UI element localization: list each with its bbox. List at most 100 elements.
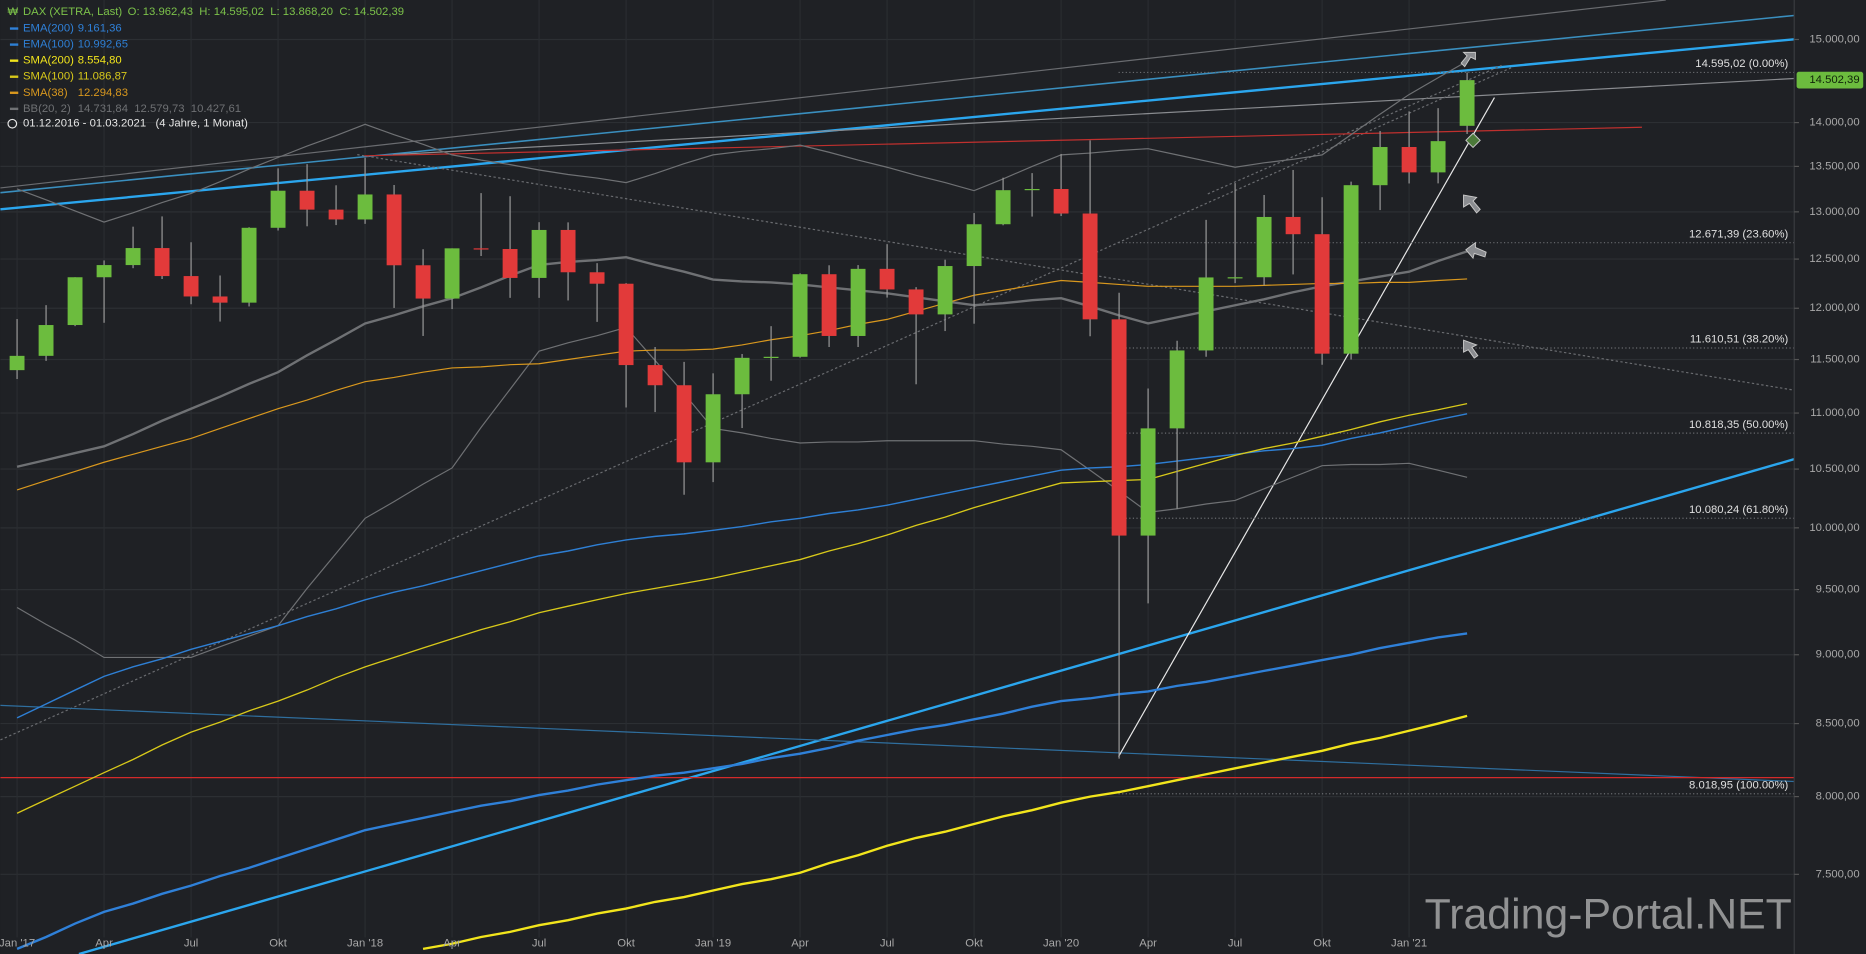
x-tick-label: Apr: [443, 937, 461, 949]
candle-body: [531, 229, 547, 278]
candle-body: [154, 248, 170, 277]
candle-body: [1343, 185, 1359, 354]
candle-body: [357, 194, 373, 220]
indicator-line: [16, 278, 1468, 491]
y-axis-panel: [1794, 0, 1866, 954]
trend-line: [392, 77, 1795, 156]
candle-body: [473, 248, 489, 250]
indicator-line: [16, 326, 1468, 659]
legend-icon: ₩: [8, 6, 19, 18]
legend-value: 9.161,36: [78, 23, 122, 35]
trend-line: [1207, 64, 1502, 195]
candle-body: [1372, 147, 1388, 186]
trend-lines: [0, 0, 1795, 954]
y-tick-label: 8.000,00: [1816, 791, 1860, 803]
candle-body: [560, 229, 576, 273]
indicator-line: [422, 714, 1468, 951]
candle-body: [270, 190, 286, 228]
candle-body: [850, 268, 866, 336]
candle-body: [1314, 234, 1330, 354]
candle-body: [908, 289, 924, 315]
clock-icon: [7, 118, 18, 129]
arrow-icon: [1460, 51, 1476, 68]
indicator-line: [16, 632, 1468, 950]
y-tick-label: 10.000,00: [1809, 522, 1859, 534]
fib-label: 10.080,24 (61.80%): [1689, 504, 1788, 516]
legend-name: EMA(200): [23, 23, 74, 35]
legend-value: 8.554,80: [78, 55, 122, 67]
candle-body: [995, 190, 1011, 225]
trend-line: [364, 126, 1642, 157]
candle-body: [792, 274, 808, 357]
candle-body: [1053, 188, 1069, 214]
ohlc-summary: O: 13.962,43 H: 14.595,02 L: 13.868,20 C…: [128, 6, 404, 18]
arrow-icon: [1463, 339, 1479, 359]
x-tick-label: Jan '20: [1043, 937, 1079, 949]
indicator-line: [16, 402, 1468, 814]
x-tick-label: Okt: [269, 937, 287, 949]
legend: ₩ DAX (XETRA, Last) O: 13.962,43 H: 14.5…: [7, 6, 404, 130]
candle-body: [966, 224, 982, 267]
fib-label: 12.671,39 (23.60%): [1689, 228, 1788, 240]
fib-label: 11.610,51 (38.20%): [1690, 334, 1789, 346]
indicator-line: [16, 250, 1468, 468]
legend-value: 11.086,87: [78, 71, 127, 83]
x-tick-label: Jul: [880, 937, 894, 949]
y-tick-label: 10.500,00: [1809, 463, 1859, 475]
candle-body: [328, 209, 344, 220]
fib-label: 10.818,35 (50.00%): [1689, 419, 1788, 431]
candle-body: [676, 385, 692, 463]
watermark: Trading-Portal.NET: [1425, 890, 1792, 938]
indicator-line: [16, 413, 1468, 719]
y-axis: 7.500,00 8.000,00 8.500,00 9.000,00 9.500,00…: [1794, 33, 1864, 880]
legend-swatch: [9, 43, 19, 46]
legend-swatch: [9, 59, 19, 62]
legend-value: 14.731,84 12.579,73 10.427,61: [78, 103, 241, 115]
legend-swatch: [9, 27, 19, 30]
candle-body: [1256, 216, 1272, 278]
candle-body: [386, 194, 402, 266]
candle-body: [1430, 141, 1446, 173]
candle-body: [1227, 277, 1243, 279]
last-price-label: 14.502,39: [1809, 74, 1859, 86]
candle-body: [212, 296, 228, 303]
candle-body: [415, 265, 431, 299]
candles: [9, 72, 1475, 759]
candle-body: [1082, 213, 1098, 320]
y-tick-label: 9.500,00: [1816, 584, 1860, 596]
trend-line: [357, 154, 1795, 391]
y-tick-label: 15.000,00: [1809, 33, 1859, 45]
y-tick-label: 11.500,00: [1810, 353, 1859, 365]
candle-body: [96, 265, 112, 278]
candle-body: [1169, 350, 1185, 429]
candle-body: [1198, 277, 1214, 351]
x-tick-label: Apr: [1139, 937, 1157, 949]
y-tick-label: 14.000,00: [1809, 117, 1859, 129]
x-tick-label: Okt: [1313, 937, 1331, 949]
x-tick-label: Apr: [791, 937, 809, 949]
legend-name: SMA(200): [23, 55, 74, 67]
x-tick-label: Jul: [1228, 937, 1242, 949]
fibonacci: 14.595,02 (0.00%) 12.671,39 (23.60%) 11.61…: [0, 58, 1795, 795]
candle-body: [879, 268, 895, 290]
candle-body: [502, 249, 518, 278]
candle-body: [38, 325, 54, 356]
candle-body: [444, 248, 460, 299]
x-tick-label: Jul: [532, 937, 546, 949]
x-tick-label: Okt: [965, 937, 983, 949]
legend-value: 10.992,65: [78, 39, 128, 51]
y-tick-label: 12.500,00: [1809, 253, 1859, 265]
symbol: DAX (XETRA, Last): [23, 6, 122, 18]
candle-body: [705, 394, 721, 463]
fib-label: 14.595,02 (0.00%): [1695, 58, 1788, 70]
indicators: [16, 60, 1468, 951]
candle-body: [618, 283, 634, 366]
candle-body: [589, 272, 605, 284]
trend-line: [0, 704, 1795, 783]
candle-body: [1401, 147, 1417, 173]
legend-swatch: [9, 107, 19, 111]
candle-body: [1285, 216, 1301, 235]
candle-body: [9, 355, 25, 371]
